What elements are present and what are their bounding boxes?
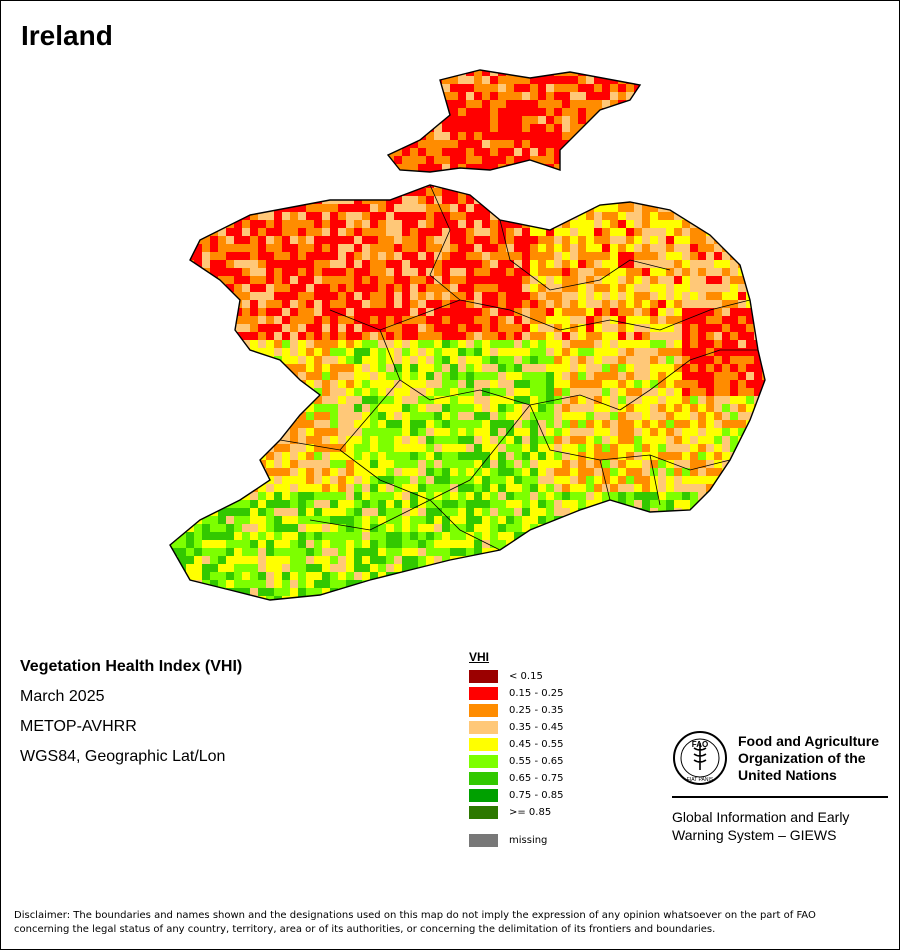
legend-item: 0.65 - 0.75 [469,770,629,787]
fao-logo: FAO FIAT PANIS Food and Agriculture Orga… [672,730,890,786]
fao-name: Food and Agriculture Organization of the… [738,733,879,784]
map-area [130,60,770,620]
map-title: Ireland [21,20,113,51]
legend-label: < 0.15 [509,671,543,682]
legend-swatch [469,687,498,700]
divider [672,796,888,798]
fao-name-line3: United Nations [738,766,837,783]
legend-item: 0.75 - 0.85 [469,787,629,804]
fao-emblem-motto: FIAT PANIS [687,777,714,783]
legend-swatch [469,806,498,819]
disclaimer: Disclaimer: The boundaries and names sho… [14,909,886,937]
giews-line1: Global Information and Early [672,809,850,825]
legend-label: missing [509,835,548,846]
period: March 2025 [20,688,105,705]
county-boundaries [279,184,758,551]
vhi-raster [170,70,765,600]
ireland-vhi-map [169,69,766,601]
giews-line2: Warning System – GIEWS [672,827,837,843]
fao-emblem-icon: FAO FIAT PANIS [673,731,727,785]
legend-item: 0.25 - 0.35 [469,702,629,719]
legend-label: 0.15 - 0.25 [509,688,564,699]
legend-title: VHI [469,650,490,664]
legend-swatch [469,755,498,768]
legend-item: 0.35 - 0.45 [469,719,629,736]
legend-swatch [469,772,498,785]
legend-swatch [469,834,498,847]
legend-label: 0.35 - 0.45 [509,722,564,733]
legend-swatch [469,670,498,683]
legend-label: >= 0.85 [509,807,552,818]
legend-swatch [469,789,498,802]
legend-item: 0.55 - 0.65 [469,753,629,770]
legend-label: 0.55 - 0.65 [509,756,564,767]
projection: WGS84, Geographic Lat/Lon [20,748,226,765]
index-name: Vegetation Health Index (VHI) [20,658,243,675]
fao-name-line2: Organization of the [738,749,866,766]
legend-swatch [469,704,498,717]
giews-name: Global Information and Early Warning Sys… [672,808,890,844]
legend-item: 0.15 - 0.25 [469,685,629,702]
legend-items: < 0.15 0.15 - 0.25 0.25 - 0.35 0.35 - 0.45 0… [469,668,629,821]
fao-name-line1: Food and Agriculture [738,732,880,749]
disclaimer-line1: Disclaimer: The boundaries and names sho… [14,910,816,921]
legend-label: 0.65 - 0.75 [509,773,564,784]
legend-swatch [469,721,498,734]
legend-label: 0.25 - 0.35 [509,705,564,716]
fao-emblem-letters: FAO [692,740,708,749]
legend-label: 0.75 - 0.85 [509,790,564,801]
disclaimer-line2: concerning the legal status of any count… [14,924,716,935]
legend-item: < 0.15 [469,668,629,685]
legend: VHI < 0.15 0.15 - 0.25 0.25 - 0.35 0.35 - 0… [469,650,629,849]
legend-item-missing: missing [469,832,629,849]
legend-item: 0.45 - 0.55 [469,736,629,753]
sensor: METOP-AVHRR [20,718,137,735]
fao-block: FAO FIAT PANIS Food and Agriculture Orga… [672,730,890,844]
coastline [169,69,766,601]
legend-swatch [469,738,498,751]
legend-item: >= 0.85 [469,804,629,821]
legend-label: 0.45 - 0.55 [509,739,564,750]
